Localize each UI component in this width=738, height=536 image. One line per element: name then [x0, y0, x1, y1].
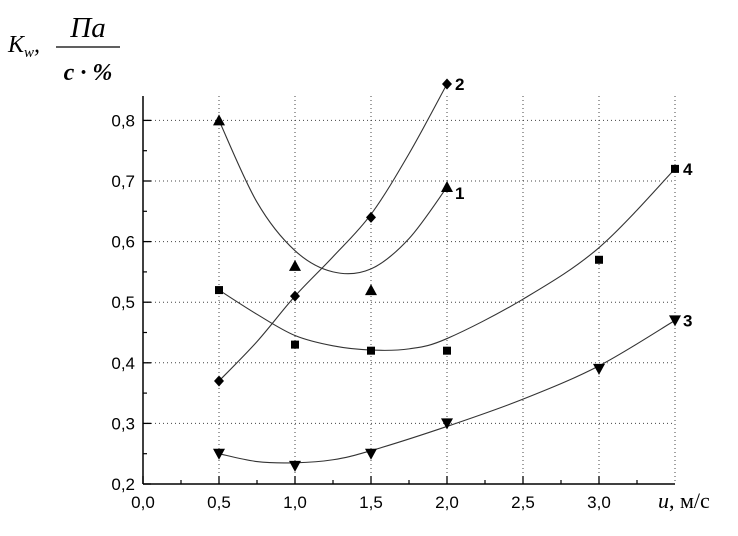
y-axis-symbol: K	[7, 32, 26, 58]
y-tick-label: 0,7	[111, 172, 135, 191]
series-1-label: 1	[455, 184, 464, 203]
series-1-point	[213, 114, 225, 126]
x-axis-unit: , м/с	[669, 488, 710, 513]
series-1-point	[365, 284, 377, 296]
series-1-point	[441, 181, 453, 193]
data-markers	[213, 78, 681, 472]
y-tick-label: 0,2	[111, 475, 135, 494]
series-1-point	[289, 259, 301, 271]
x-tick-label: 2,5	[511, 493, 535, 512]
x-tick-label: 3,0	[587, 493, 611, 512]
x-axis-symbol: u	[658, 488, 669, 513]
y-tick-label: 0,5	[111, 293, 135, 312]
y-tick-label: 0,8	[111, 111, 135, 130]
series-4-label: 4	[683, 160, 693, 179]
series-1-curve	[218, 120, 448, 275]
y-tick-label: 0,4	[111, 354, 135, 373]
y-axis-denominator: с · %	[64, 60, 113, 86]
fit-curves	[218, 83, 676, 464]
y-axis-subscript: w	[24, 45, 34, 61]
y-tick-label: 0,3	[111, 414, 135, 433]
grid-lines	[143, 96, 676, 484]
series-2-point	[366, 211, 376, 223]
series-4-point	[215, 286, 223, 295]
x-tick-label: 1,5	[359, 493, 383, 512]
series-4-point	[671, 164, 679, 173]
y-axis-separator: ,	[34, 32, 40, 58]
series-4-point	[595, 255, 603, 264]
series-2-point	[214, 375, 224, 387]
x-tick-label: 2,0	[435, 493, 459, 512]
series-3-point	[213, 448, 225, 460]
x-tick-label: 1,0	[283, 493, 307, 512]
series-3-point	[289, 460, 301, 472]
series-2-label: 2	[455, 75, 464, 94]
series-4-point	[291, 340, 299, 349]
series-2-point	[290, 290, 300, 302]
x-tick-label: 0,5	[207, 493, 231, 512]
series-4-point	[367, 346, 375, 355]
series-4-point	[443, 346, 451, 355]
series-3-label: 3	[683, 311, 692, 330]
y-axis-numerator: Па	[69, 12, 105, 44]
svg-text:Kw,: Kw,	[7, 32, 40, 61]
series-3-curve	[218, 319, 676, 464]
series-3-point	[365, 448, 377, 460]
series-3-point	[593, 363, 605, 375]
series-4-curve	[218, 168, 676, 351]
x-axis-title: u, м/с	[658, 488, 710, 513]
tick-labels: 0,0 0,5 1,0 1,5 2,0 2,5 3,0 0,2 0,3 0,4 0,5 0,6 0,7 0…	[111, 75, 693, 512]
axes	[142, 96, 675, 485]
series-2-point	[442, 78, 452, 90]
x-tick-label: 0,0	[131, 493, 155, 512]
series-3-point	[441, 418, 453, 430]
y-axis-title: Kw, Па с · %	[7, 12, 120, 86]
series-2-curve	[218, 83, 448, 382]
svg-text:u, м/с: u, м/с	[658, 488, 710, 513]
series-3-point	[669, 315, 681, 327]
y-tick-label: 0,6	[111, 233, 135, 252]
